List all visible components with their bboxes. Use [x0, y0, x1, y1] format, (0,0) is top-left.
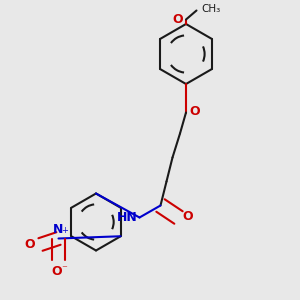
Text: CH₃: CH₃	[201, 4, 220, 14]
Text: +: +	[61, 226, 68, 235]
Text: N: N	[53, 223, 64, 236]
Text: ⁻: ⁻	[61, 264, 68, 274]
Text: O: O	[172, 13, 183, 26]
Text: HN: HN	[117, 211, 138, 224]
Text: O: O	[190, 105, 200, 119]
Text: O: O	[52, 265, 62, 278]
Text: O: O	[25, 238, 35, 251]
Text: O: O	[182, 210, 193, 224]
